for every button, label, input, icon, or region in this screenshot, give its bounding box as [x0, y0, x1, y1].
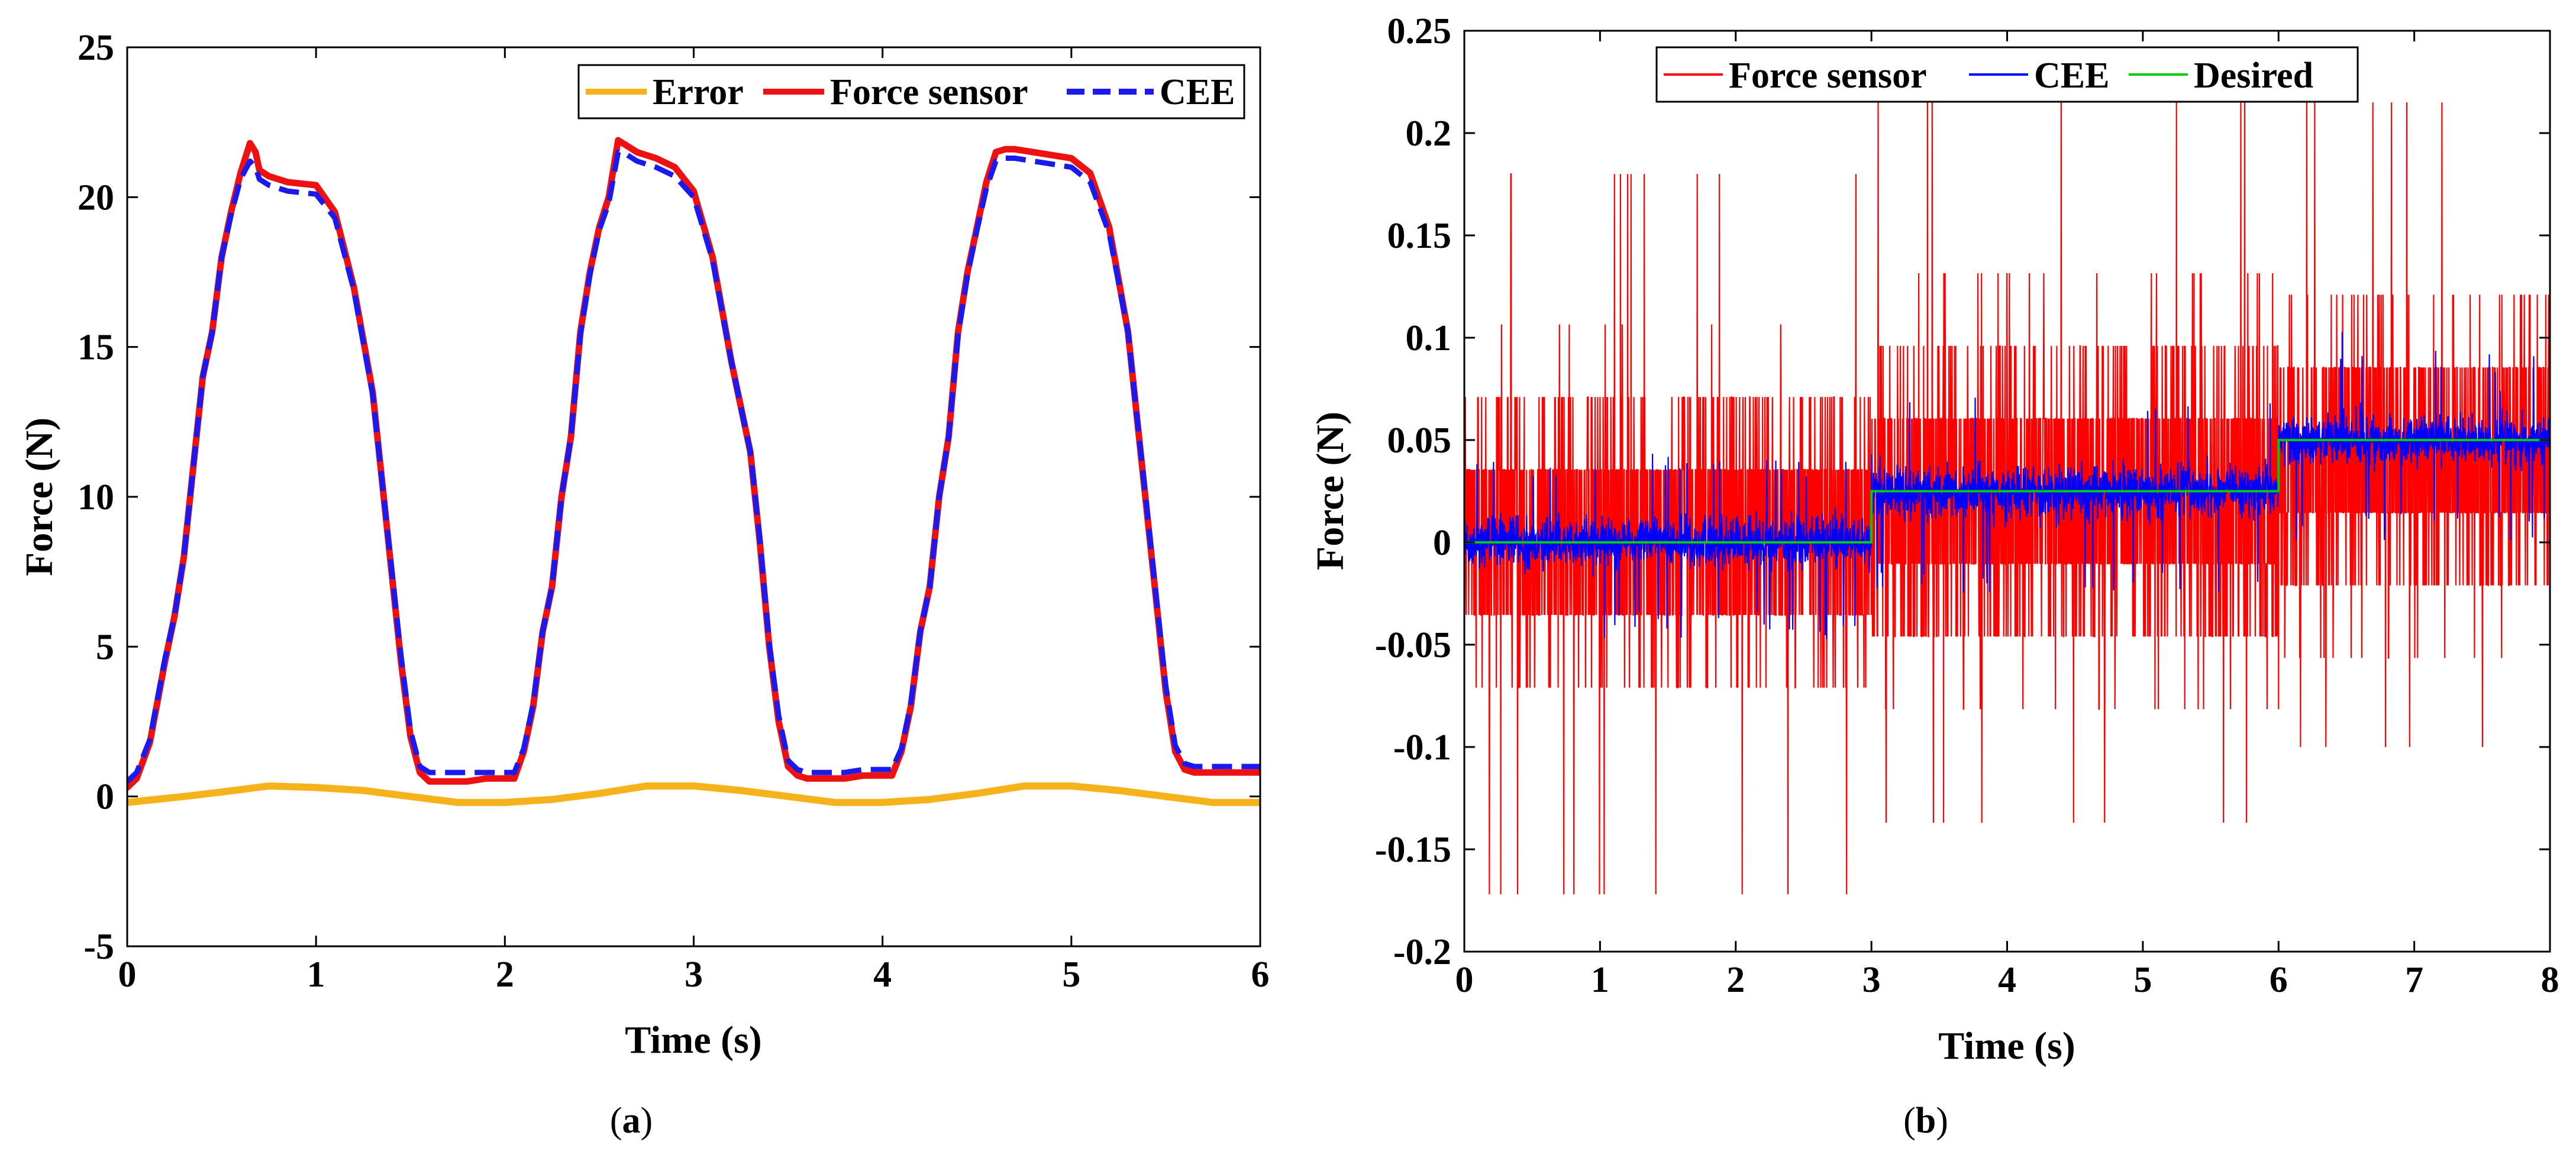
chart-a-series-force-sensor	[127, 137, 1260, 791]
chart-a-y-axis-label: Force (N)	[18, 418, 61, 576]
chart-b-x-tick-label: 1	[1591, 960, 1609, 1000]
chart-b-x-tick-label: 8	[2541, 960, 2559, 1000]
chart-a-y-tick-label: 10	[78, 477, 114, 518]
chart-a-legend-label-error: Error	[653, 72, 744, 112]
chart-b-x-tick-label: 5	[2133, 960, 2152, 1000]
chart-a-y-tick-label: -5	[83, 927, 114, 967]
chart-a-series-cee	[127, 149, 1260, 784]
chart-b-y-tick-label: 0.15	[1387, 216, 1452, 256]
chart-a-y-tick-label: 25	[78, 28, 114, 68]
chart-b-x-tick-label: 7	[2405, 960, 2423, 1000]
chart-b-x-tick-label: 0	[1455, 960, 1474, 1000]
chart-b-y-tick-label: 0.25	[1387, 11, 1452, 51]
chart-b-legend-label-force-sensor: Force sensor	[1729, 56, 1927, 96]
chart-a-x-tick-label: 5	[1062, 955, 1080, 995]
chart-a-y-tick-label: 20	[78, 177, 114, 218]
chart-b-legend-label-desired: Desired	[2194, 56, 2313, 96]
chart-a-legend-label-cee: CEE	[1160, 72, 1235, 112]
chart-a-x-axis-label: Time (s)	[625, 1018, 762, 1062]
chart-a-x-tick-label: 1	[307, 955, 325, 995]
chart-a-x-tick-label: 3	[685, 955, 703, 995]
caption-a: (a)	[610, 1101, 653, 1141]
chart-b-y-axis-label: Force (N)	[1309, 412, 1352, 570]
chart-a-y-tick-label: 5	[96, 627, 114, 667]
chart-a-x-tick-label: 0	[118, 955, 137, 995]
chart-b-series-cee	[1464, 332, 2550, 639]
chart-b-x-tick-label: 6	[2270, 960, 2288, 1000]
chart-b-y-tick-label: -0.15	[1375, 830, 1451, 870]
chart-b-y-tick-label: 0.2	[1406, 114, 1452, 154]
chart-b-x-tick-label: 3	[1862, 960, 1881, 1000]
chart-b-legend-label-cee: CEE	[2034, 56, 2109, 96]
chart-b-y-tick-label: 0.1	[1406, 318, 1452, 358]
chart-b-series-desired	[1464, 439, 2550, 544]
chart-a-legend: Error Force sensor CEE	[577, 64, 1245, 119]
chart-a-y-tick-label: 0	[96, 777, 114, 817]
chart-a-series-error	[127, 782, 1260, 806]
chart-a-x-tick-label: 2	[496, 955, 514, 995]
chart-b-y-tick-label: 0.05	[1387, 421, 1452, 461]
chart-a-x-tick-label: 6	[1251, 955, 1270, 995]
caption-b: (b)	[1903, 1101, 1948, 1141]
chart-a-legend-label-force-sensor: Force sensor	[830, 72, 1028, 112]
chart-b-x-tick-label: 2	[1726, 960, 1745, 1000]
chart-b: 0 1 2 3 4 5 6 7 8 -0.2 -0.15 -0.1 -0.05 0 0.05 0.1 0.15 0…	[1309, 11, 2559, 1068]
chart-a-x-tick-label: 4	[873, 955, 892, 995]
chart-b-x-tick-label: 4	[1998, 960, 2016, 1000]
chart-b-y-tick-label: 0	[1433, 523, 1451, 563]
chart-b-legend: Force sensor CEE Desired	[1655, 46, 2359, 103]
chart-b-x-axis-label: Time (s)	[1938, 1024, 2075, 1068]
chart-b-y-tick-label: -0.05	[1375, 625, 1451, 665]
chart-b-y-tick-label: -0.1	[1393, 727, 1451, 768]
chart-a-y-tick-label: 15	[78, 328, 114, 368]
chart-b-y-tick-label: -0.2	[1393, 932, 1451, 972]
